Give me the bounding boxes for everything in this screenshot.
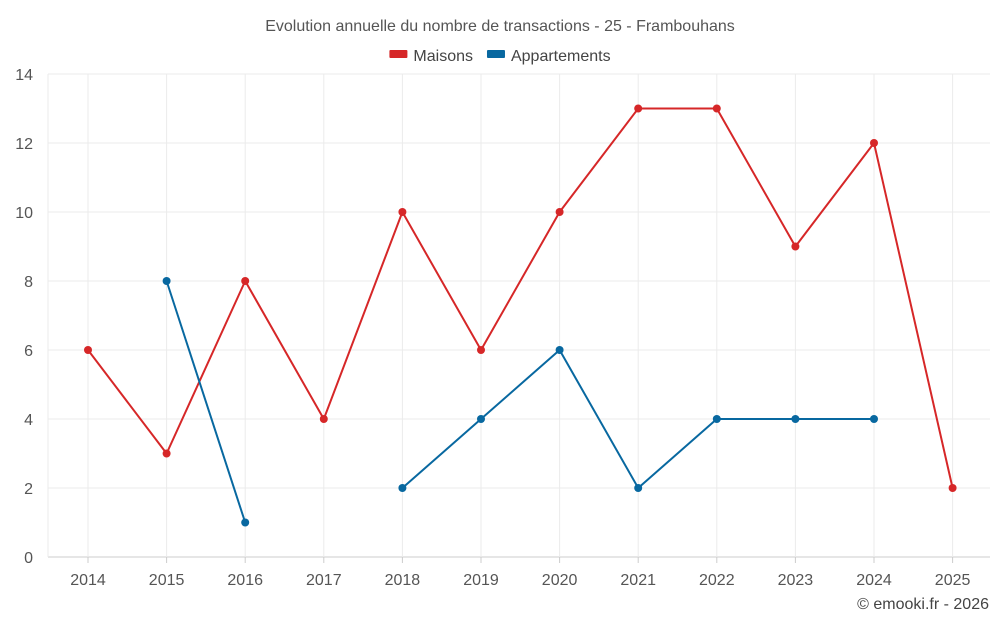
- data-point[interactable]: [634, 484, 643, 492]
- data-point[interactable]: [398, 484, 407, 492]
- legend-label: Appartements: [511, 48, 611, 65]
- legend-item-maisons[interactable]: Maisons: [389, 48, 473, 65]
- data-point[interactable]: [319, 415, 328, 423]
- x-tick-label: 2019: [463, 572, 499, 589]
- y-tick-label: 6: [24, 343, 33, 360]
- y-tick-label: 12: [15, 136, 33, 153]
- data-point[interactable]: [791, 415, 800, 423]
- y-tick-label: 0: [24, 550, 33, 567]
- series-line-appartements: [165, 280, 247, 523]
- legend-item-appartements[interactable]: Appartements: [486, 48, 611, 65]
- credit: © emooki.fr - 2026: [857, 596, 989, 613]
- x-tick-label: 2016: [227, 572, 263, 589]
- chart-title: Evolution annuelle du nombre de transact…: [265, 18, 735, 35]
- legend-swatch: [389, 50, 408, 58]
- legend-label: Maisons: [413, 48, 473, 65]
- data-point[interactable]: [555, 208, 564, 216]
- legend-swatch: [486, 50, 505, 58]
- y-tick-label: 10: [15, 205, 33, 222]
- data-point[interactable]: [712, 415, 721, 423]
- data-point[interactable]: [241, 277, 250, 285]
- data-point[interactable]: [870, 415, 878, 423]
- data-point[interactable]: [477, 346, 485, 354]
- x-tick-label: 2022: [699, 572, 735, 589]
- grid: [47, 73, 990, 558]
- y-axis: 0 2 4 6 8 10 12 14: [15, 67, 33, 567]
- x-tick-label: 2017: [306, 572, 342, 589]
- y-tick-label: 4: [24, 412, 33, 429]
- series-line-maisons: [87, 107, 954, 489]
- x-tick-label: 2023: [778, 572, 814, 589]
- data-point[interactable]: [162, 277, 171, 285]
- series-layer: [84, 104, 957, 527]
- data-point[interactable]: [870, 139, 878, 147]
- y-tick-label: 14: [15, 67, 33, 84]
- legend[interactable]: Maisons Appartements: [389, 48, 611, 65]
- data-point[interactable]: [84, 346, 92, 354]
- series-appartements: [162, 277, 878, 527]
- y-tick-label: 8: [24, 274, 33, 291]
- data-point[interactable]: [477, 415, 485, 423]
- series-maisons: [84, 104, 957, 492]
- data-point[interactable]: [555, 346, 564, 354]
- x-tick-label: 2015: [149, 572, 185, 589]
- data-point[interactable]: [948, 484, 957, 492]
- x-tick-label: 2018: [385, 572, 421, 589]
- data-point[interactable]: [712, 104, 721, 113]
- x-axis: 2014 2015 2016 2017 2018 2019 2020 2021 2022 2023…: [70, 557, 970, 589]
- x-tick-label: 2021: [620, 572, 656, 589]
- x-tick-label: 2014: [70, 572, 106, 589]
- data-point[interactable]: [634, 104, 643, 113]
- data-point[interactable]: [241, 518, 250, 527]
- y-tick-label: 2: [24, 481, 33, 498]
- data-point[interactable]: [791, 242, 800, 251]
- data-point[interactable]: [398, 208, 407, 216]
- x-tick-label: 2020: [542, 572, 578, 589]
- data-point[interactable]: [162, 449, 171, 458]
- x-tick-label: 2025: [935, 572, 971, 589]
- x-tick-label: 2024: [856, 572, 892, 589]
